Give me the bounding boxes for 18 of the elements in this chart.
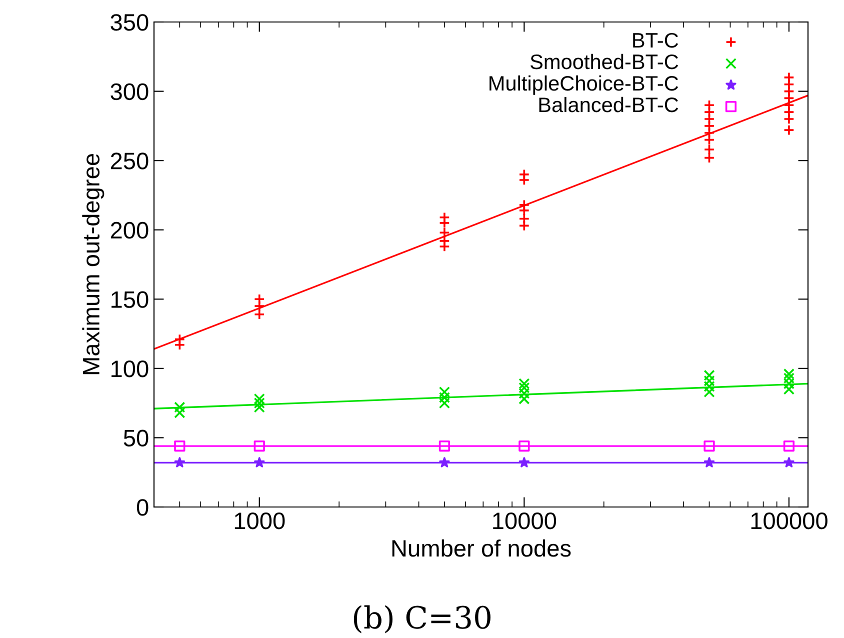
legend-label: MultipleChoice-BT-C [490, 75, 678, 95]
x-tick-label: 1000 [234, 512, 285, 530]
y-tick-label: 350 [110, 14, 148, 31]
text: (b) C=30 [354, 605, 490, 634]
y-tick-label: 50 [124, 430, 148, 446]
y-tick-label: 200 [110, 222, 148, 239]
x-axis-title: Number of nodes [392, 539, 571, 557]
x-tick-label: 100000 [751, 512, 828, 530]
legend-label: Balanced-BT-C [539, 96, 678, 112]
y-tick-label: 100 [112, 360, 148, 378]
y-tick-label: 300 [110, 83, 148, 100]
y-tick-label: 150 [112, 291, 148, 308]
y-axis-title: Maximum out-degree [82, 154, 104, 374]
y-tick-label: 0 [136, 499, 148, 516]
legend-label: BT-C [633, 32, 678, 48]
legend-label: Smoothed-BT-C [530, 54, 678, 70]
y-tick-label: 250 [110, 152, 148, 170]
x-tick-label: 10000 [493, 512, 556, 530]
